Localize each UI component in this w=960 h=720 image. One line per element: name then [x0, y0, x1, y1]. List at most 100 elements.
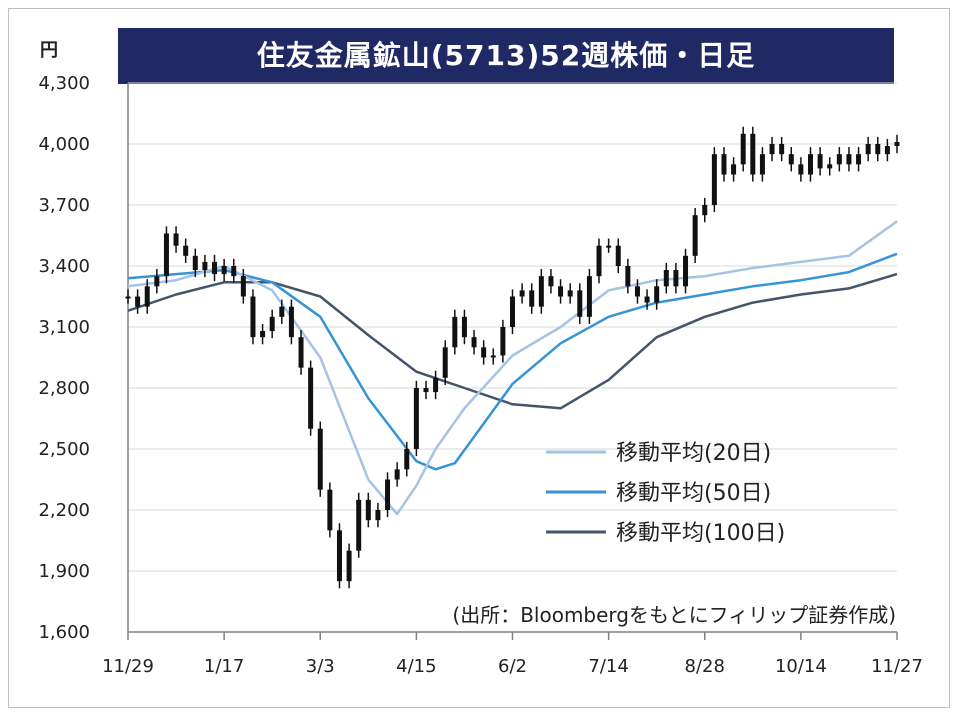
candle-body	[759, 154, 765, 175]
source-note: (出所：Bloombergをもとにフィリップ証券作成)	[452, 603, 896, 627]
candle-body	[519, 290, 525, 297]
x-tick-label: 4/15	[396, 656, 436, 677]
candle-body	[212, 261, 218, 275]
y-tick-label: 2,500	[38, 439, 90, 460]
candle-body	[346, 550, 352, 582]
candle-body	[173, 233, 179, 246]
candle-body	[231, 266, 237, 277]
candle-body	[125, 296, 131, 299]
candle-body	[279, 306, 285, 317]
x-tick-label: 7/14	[588, 656, 628, 677]
candle-body	[260, 331, 266, 338]
y-tick-label: 4,300	[38, 73, 90, 94]
legend-label: 移動平均(50日)	[616, 481, 771, 506]
candle-body	[221, 266, 227, 275]
x-tick-label: 6/2	[498, 656, 527, 677]
legend: 移動平均(20日) 移動平均(50日) 移動平均(100日)	[546, 441, 785, 546]
candle-body	[740, 133, 746, 165]
x-tick-label: 3/3	[306, 656, 335, 677]
candle-body	[510, 296, 515, 327]
candle-body	[769, 144, 775, 155]
candle-body	[365, 499, 371, 521]
candle-body	[240, 276, 246, 297]
candle-body	[154, 276, 160, 287]
candle-body	[634, 286, 640, 297]
candle-body	[567, 290, 573, 297]
moving-average-line	[127, 252, 898, 471]
candle-body	[846, 154, 852, 165]
x-tick-label: 8/28	[685, 656, 725, 677]
x-tick-label: 1/17	[204, 656, 244, 677]
chart-title-bar: 住友金属鉱山(5713)52週株価・日足	[118, 28, 894, 84]
x-tick-label: 10/14	[775, 656, 827, 677]
candle-body	[663, 270, 669, 287]
x-axis-ticks: 11/29 1/17 3/3 4/15 6/2 7/14 8/28 10/14 11/27	[102, 632, 923, 677]
chart-frame	[8, 8, 950, 708]
price-series	[125, 126, 900, 589]
candle-body	[144, 286, 150, 307]
candle-body	[673, 270, 679, 287]
moving-average-line	[127, 220, 898, 516]
candle-body	[596, 245, 602, 277]
candle-body	[404, 449, 410, 470]
candle-body	[183, 245, 189, 256]
candle-body	[490, 355, 496, 358]
candle-body	[423, 388, 429, 393]
candle-body	[817, 154, 823, 169]
candle-body	[308, 367, 314, 429]
candle-body	[558, 286, 564, 297]
y-axis-unit-label: 円	[40, 40, 58, 61]
candle-body	[192, 255, 198, 271]
candle-body	[500, 327, 506, 356]
candle-body	[721, 154, 727, 175]
legend-label: 移動平均(100日)	[616, 521, 785, 546]
candle-body	[461, 316, 467, 338]
candle-body	[413, 388, 419, 449]
candle-body	[711, 154, 717, 205]
candle-body	[807, 154, 813, 175]
candle-body	[538, 276, 544, 307]
candle-body	[654, 286, 660, 303]
candle-body	[135, 296, 141, 307]
candle-body	[894, 141, 900, 147]
candle-body	[836, 154, 842, 165]
y-tick-label: 3,400	[38, 256, 90, 277]
candle-body	[336, 530, 342, 582]
candle-body	[884, 146, 890, 155]
candle-body	[586, 276, 592, 317]
candle-body	[250, 296, 256, 338]
series-layer	[125, 126, 900, 589]
gridlines	[128, 82, 897, 633]
candle-body	[298, 337, 304, 368]
y-tick-label: 1,900	[38, 561, 90, 582]
candle-body	[327, 489, 333, 531]
candle-body	[827, 164, 833, 169]
candle-body	[750, 133, 756, 175]
candle-body	[385, 479, 391, 510]
chart-title: 住友金属鉱山(5713)52週株価・日足	[256, 39, 756, 72]
candle-body	[471, 337, 477, 348]
candle-body	[529, 290, 535, 307]
candle-body	[615, 245, 621, 266]
candle-body	[577, 290, 583, 317]
candle-body	[683, 255, 689, 287]
candle-body	[788, 154, 794, 165]
candle-body	[856, 154, 862, 165]
candle-body	[865, 144, 871, 155]
candle-body	[269, 316, 275, 332]
candle-body	[548, 276, 554, 287]
y-tick-label: 4,000	[38, 134, 90, 155]
y-tick-label: 3,700	[38, 195, 90, 216]
candle-body	[317, 428, 323, 490]
candle-body	[606, 245, 612, 248]
candle-body	[394, 469, 400, 480]
x-tick-label: 11/29	[102, 656, 154, 677]
y-tick-label: 2,800	[38, 378, 90, 399]
candle-body	[202, 261, 208, 271]
y-tick-label: 3,100	[38, 317, 90, 338]
candle-body	[452, 316, 458, 348]
candle-body	[875, 144, 881, 155]
candle-body	[375, 510, 381, 521]
candle-body	[779, 144, 785, 155]
